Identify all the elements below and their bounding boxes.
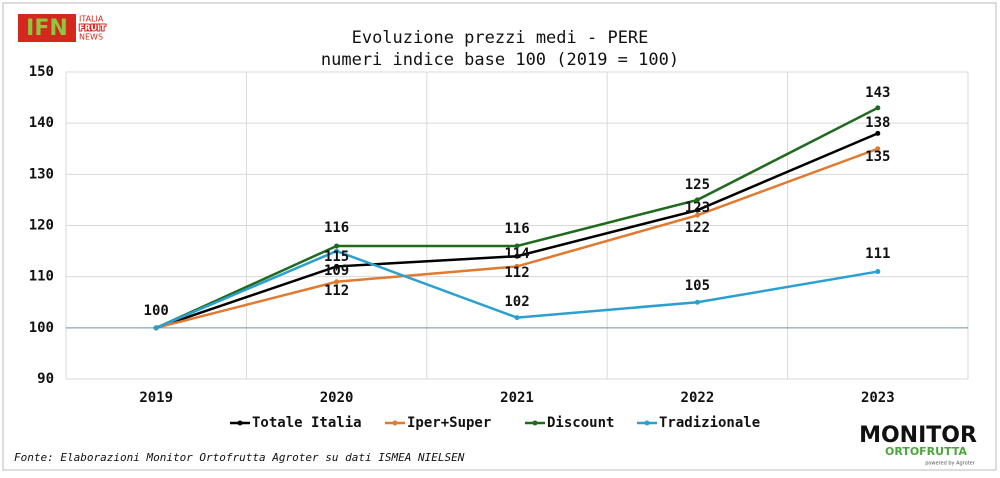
data-label: 116	[504, 221, 529, 237]
data-label: 123	[685, 200, 710, 216]
legend-label: Totale Italia	[252, 415, 362, 431]
legend-marker	[392, 420, 398, 426]
y-tick-label: 110	[29, 269, 54, 285]
logo-text: powered by Agroter	[925, 461, 976, 467]
chart-title: Evoluzione prezzi medi - PERE	[352, 28, 649, 48]
data-label: 143	[865, 85, 890, 101]
point	[694, 197, 700, 203]
data-label: 109	[324, 263, 349, 279]
data-label: 105	[685, 278, 710, 294]
data-label: 111	[865, 246, 890, 262]
logo-text: IFN	[26, 16, 68, 41]
data-label: 116	[324, 220, 349, 236]
point	[875, 269, 881, 275]
x-tick-label: 2019	[139, 390, 173, 406]
legend-marker	[644, 420, 650, 426]
y-tick-label: 90	[37, 371, 54, 387]
data-label: 135	[865, 149, 890, 165]
logo-text: MONITOR	[859, 423, 977, 448]
data-label: 112	[504, 265, 529, 281]
y-tick-label: 150	[29, 64, 54, 80]
point	[153, 325, 159, 331]
point	[875, 146, 881, 152]
logo-line: ITALIA	[79, 15, 104, 24]
data-label: 100	[144, 303, 169, 319]
ifn-logo: IFN ITALIA FRUIT NEWS	[18, 14, 107, 42]
point	[694, 299, 700, 305]
x-tick-label: 2020	[320, 390, 354, 406]
monitor-logo: MONITOR ORTOFRUTTA powered by Agroter	[859, 423, 977, 467]
data-label: 112	[324, 283, 349, 299]
legend-label: Iper+Super	[407, 415, 491, 431]
legend-marker	[532, 420, 538, 426]
point	[334, 248, 340, 254]
point	[694, 207, 700, 213]
y-tick-label: 140	[29, 115, 54, 131]
point	[334, 243, 340, 249]
data-label: 114	[504, 246, 529, 262]
logo-box	[18, 14, 76, 42]
point	[875, 105, 881, 111]
logo-line: NEWS	[79, 33, 103, 42]
y-tick-label: 130	[29, 166, 54, 182]
legend-marker	[237, 420, 243, 426]
x-tick-label: 2021	[500, 390, 534, 406]
point	[334, 263, 340, 269]
data-label: 125	[685, 177, 710, 193]
x-tick-label: 2022	[681, 390, 715, 406]
data-label: 122	[685, 220, 710, 236]
x-tick-label: 2023	[861, 390, 895, 406]
logo-text: ORTOFRUTTA	[885, 445, 968, 458]
point	[514, 263, 520, 269]
y-tick-label: 120	[29, 218, 54, 234]
data-label: 138	[865, 115, 890, 131]
legend-label: Tradizionale	[659, 415, 760, 431]
legend-label: Discount	[547, 415, 614, 431]
point	[875, 130, 881, 136]
point	[694, 212, 700, 218]
point	[514, 315, 520, 321]
frame	[2, 2, 997, 471]
point	[514, 243, 520, 249]
point	[514, 253, 520, 259]
chart-subtitle: numeri indice base 100 (2019 = 100)	[321, 50, 679, 70]
data-label: 102	[504, 294, 529, 310]
y-tick-label: 100	[29, 320, 54, 336]
data-label: 115	[324, 249, 349, 265]
point	[334, 279, 340, 285]
logo-line: FRUIT	[79, 24, 106, 33]
source: Fonte: Elaborazioni Monitor Ortofrutta A…	[14, 451, 465, 464]
